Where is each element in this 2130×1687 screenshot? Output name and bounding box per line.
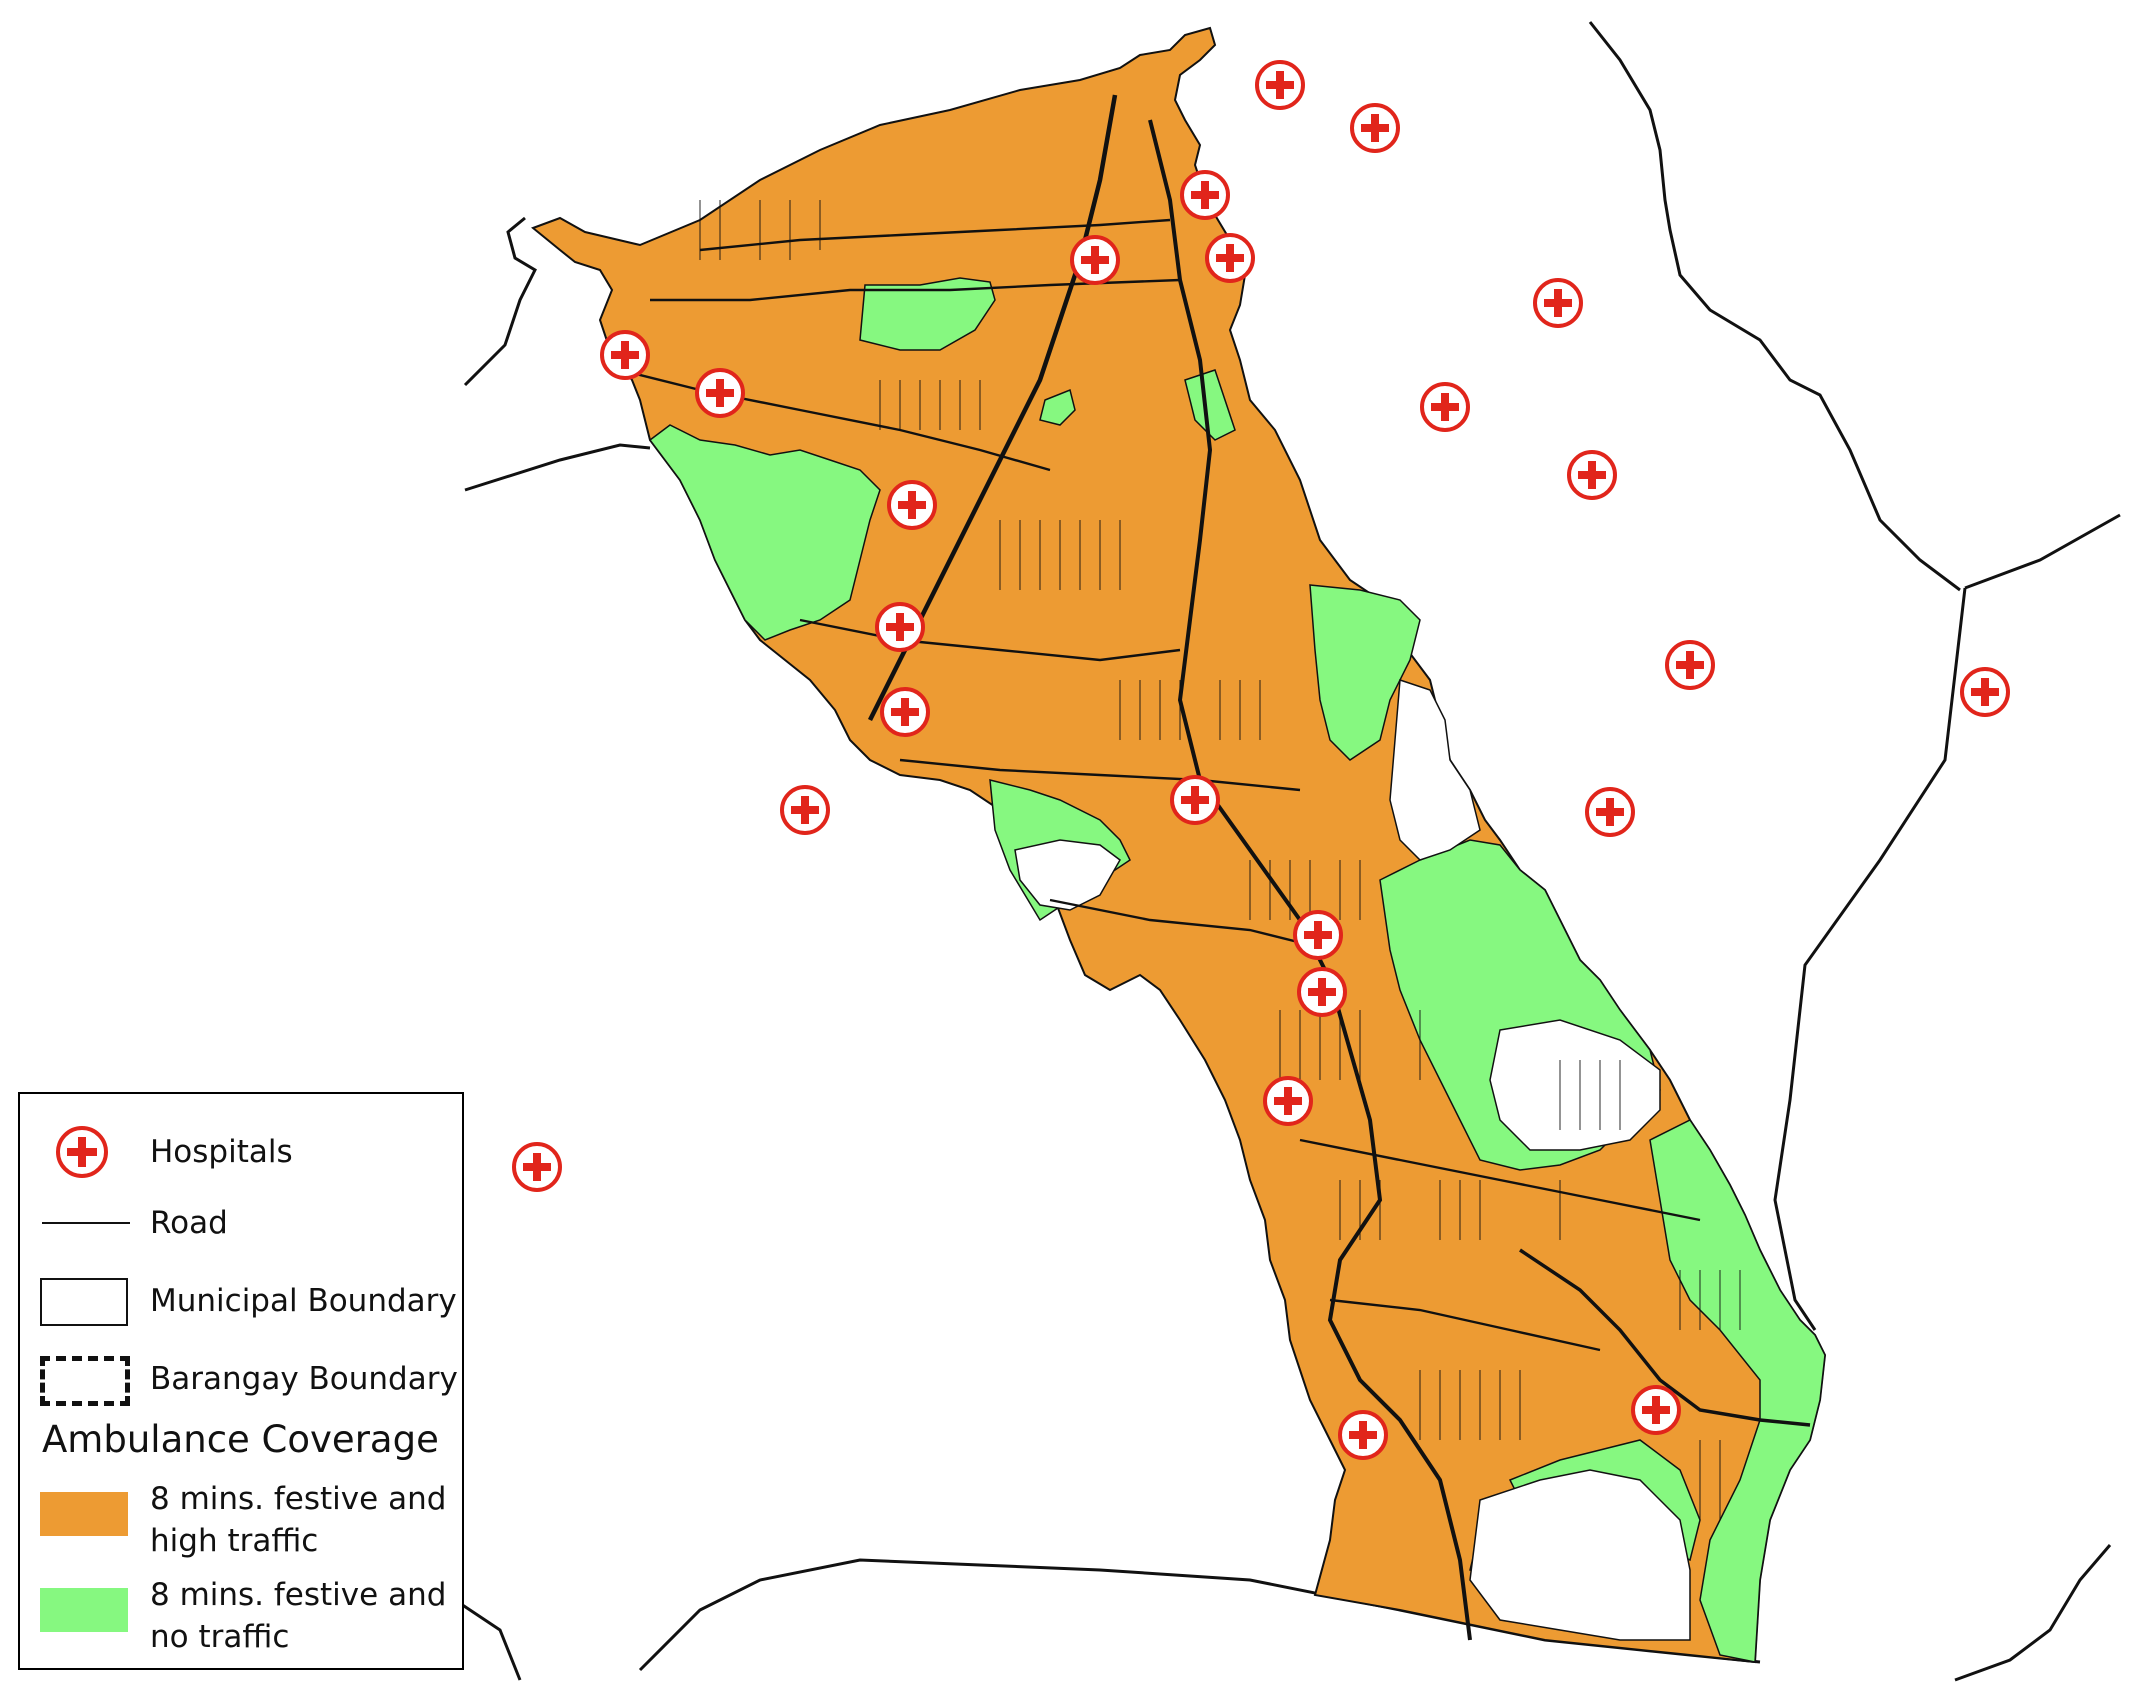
street-grid-10 [699,200,821,260]
road-mid-cross-1 [799,618,1181,662]
coverage-green-east-strip [1309,584,1421,761]
road-mid-cross-2 [899,758,1301,792]
hospital-marker[interactable] [1293,910,1343,960]
uncovered-south [1469,1469,1691,1641]
hospital-marker[interactable] [1567,450,1617,500]
coverage-green-north-2 [1039,388,1076,426]
hospital-marker[interactable] [880,687,930,737]
hospital-marker[interactable] [1350,103,1400,153]
uncovered-areas [1014,678,1691,1641]
street-grid-texture [699,200,1741,1520]
legend-label-road: Road [150,1205,228,1241]
street-grid-6 [1339,1180,1561,1240]
hospital-marker[interactable] [512,1142,562,1192]
street-grid-8 [1679,1270,1741,1520]
street-grid-3 [1119,680,1261,740]
municipal-boundary-west-2 [464,443,651,492]
legend-label-orange: 8 mins. festive and high traffic [150,1481,447,1559]
road-south-cross-2 [1329,1298,1601,1352]
hospital-marker[interactable] [600,330,650,380]
street-grid-1 [879,380,981,430]
orange-coverage-swatch [40,1492,128,1536]
municipal-boundary-southwest [454,1598,522,1681]
municipal-boundary-southeast [1954,1544,2112,1682]
legend-label-green: 8 mins. festive and no traffic [150,1577,447,1655]
road-east-connector [1519,1248,1811,1427]
hospital-marker[interactable] [1180,170,1230,220]
road-west-cross [619,368,1051,472]
hospital-marker[interactable] [1533,278,1583,328]
coverage-green-north-1 [859,277,996,351]
hospital-marker[interactable] [1631,1385,1681,1435]
hospital-marker[interactable] [875,602,925,652]
road-mid-cross-3 [1049,898,1331,952]
uncovered-east-mid [1489,1019,1661,1151]
legend-label-municipal: Municipal Boundary [150,1283,457,1319]
road-south-cross [1299,1138,1701,1222]
municipal-boundary-east [1773,587,1967,1331]
hospital-marker[interactable] [1070,235,1120,285]
legend-label-hospitals: Hospitals [150,1134,293,1170]
green-coverage-swatch [40,1588,128,1632]
hospital-marker[interactable] [695,368,745,418]
road-line-icon [42,1222,130,1224]
uncovered-west-pocket [1014,839,1121,911]
hospital-marker[interactable] [1420,382,1470,432]
municipal-boundary-east-upper [1964,513,2121,590]
road-north-cross-2 [650,278,1181,302]
hospital-marker[interactable] [1263,1076,1313,1126]
hospital-marker[interactable] [780,785,830,835]
map-legend: Hospitals Road Municipal Boundary Barang… [18,1092,464,1670]
hospital-icon [56,1126,108,1178]
street-grid-4 [1249,860,1361,920]
street-grid-7 [1419,1370,1521,1440]
hospital-marker[interactable] [1960,667,2010,717]
coverage-green-areas [648,277,1826,1663]
hospital-marker[interactable] [1338,1410,1388,1460]
uncovered-east-strip [1389,678,1481,861]
barangay-boundary-icon [40,1356,130,1406]
legend-coverage-title: Ambulance Coverage [42,1418,439,1461]
street-grid-5 [1279,1010,1421,1080]
hospital-marker[interactable] [1585,787,1635,837]
road-north-cross [699,218,1171,252]
street-grid-9 [1559,1060,1621,1130]
hospital-marker[interactable] [1170,775,1220,825]
hospital-marker[interactable] [1665,640,1715,690]
hospital-marker[interactable] [1297,967,1347,1017]
hospital-marker[interactable] [1205,233,1255,283]
coverage-green-northeast-edge [1184,369,1236,441]
legend-label-barangay: Barangay Boundary [150,1361,458,1397]
street-grid-2 [999,520,1121,590]
municipal-boundary-icon [40,1278,128,1326]
coverage-green-west-coast [648,424,881,641]
municipal-boundary-west [463,216,537,387]
hospital-marker[interactable] [887,480,937,530]
municipal-boundary-northeast [1588,21,1961,592]
hospital-markers [512,60,2010,1460]
hospital-marker[interactable] [1255,60,1305,110]
coverage-green-southeast [1649,1119,1826,1663]
